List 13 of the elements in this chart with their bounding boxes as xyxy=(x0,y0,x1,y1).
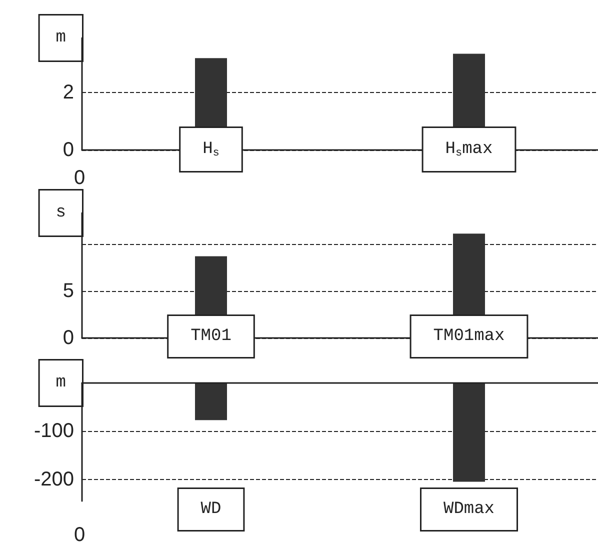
y-axis-title: m xyxy=(56,374,66,392)
y-tick-label: -200 xyxy=(34,468,74,490)
y-tick-label: 2 xyxy=(62,82,74,104)
x-tick-label: TM01 xyxy=(190,327,232,346)
y-tick-label: -100 xyxy=(34,420,74,442)
y-tick-label: 5 xyxy=(62,280,74,302)
y-tick-label: 0 xyxy=(62,139,74,161)
x-tick-label: WDmax xyxy=(443,500,495,519)
y-axis-title: s xyxy=(56,204,66,222)
y-tick-label: 0 xyxy=(62,327,74,349)
y-axis-title: m xyxy=(56,28,66,48)
x-tick-label: WD xyxy=(200,500,222,519)
x-tick-label: TM01max xyxy=(433,327,505,346)
